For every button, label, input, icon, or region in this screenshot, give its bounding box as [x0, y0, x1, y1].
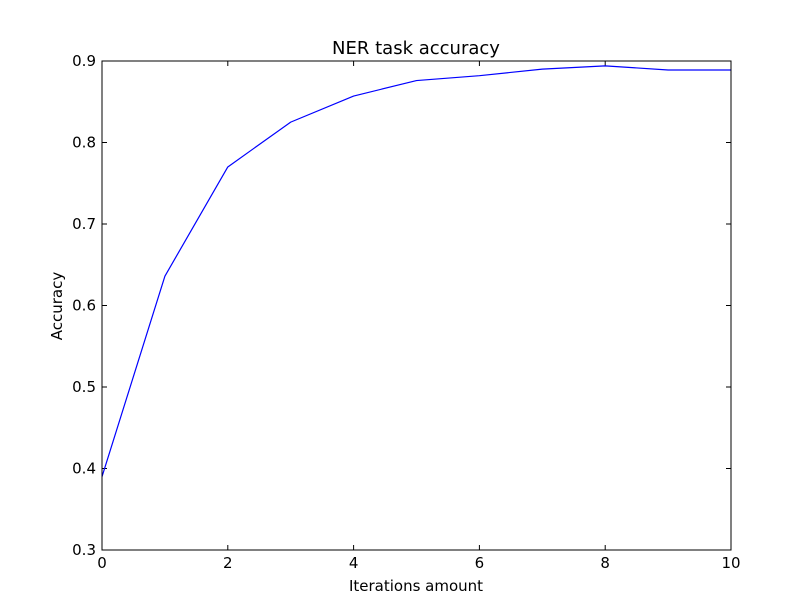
series-layer — [101, 65, 731, 477]
y-tick-label: 0.3 — [72, 541, 96, 559]
x-tick-label: 10 — [721, 554, 740, 572]
y-tick-label: 0.9 — [72, 52, 96, 70]
accuracy-line — [101, 65, 731, 477]
x-tick-label: 2 — [223, 554, 233, 572]
x-axis-label: Iterations amount — [349, 577, 483, 595]
ticks-layer: 0 2 4 6 8 10 0.3 0.4 0.5 0.6 0.7 0.8 0.9 — [72, 52, 740, 572]
y-tick-label: 0.4 — [72, 460, 96, 478]
chart-title: NER task accuracy — [332, 38, 500, 59]
x-tick-label: 4 — [349, 554, 359, 572]
y-tick-label: 0.7 — [72, 215, 96, 233]
y-tick-label: 0.5 — [72, 378, 96, 396]
y-axis-label: Accuracy — [48, 272, 66, 341]
y-tick-label: 0.8 — [72, 134, 96, 152]
x-tick-label: 8 — [600, 554, 610, 572]
plot-frame — [101, 60, 732, 551]
x-tick-label: 0 — [97, 554, 107, 572]
x-tick-label: 6 — [475, 554, 485, 572]
y-tick-label: 0.6 — [72, 297, 96, 315]
